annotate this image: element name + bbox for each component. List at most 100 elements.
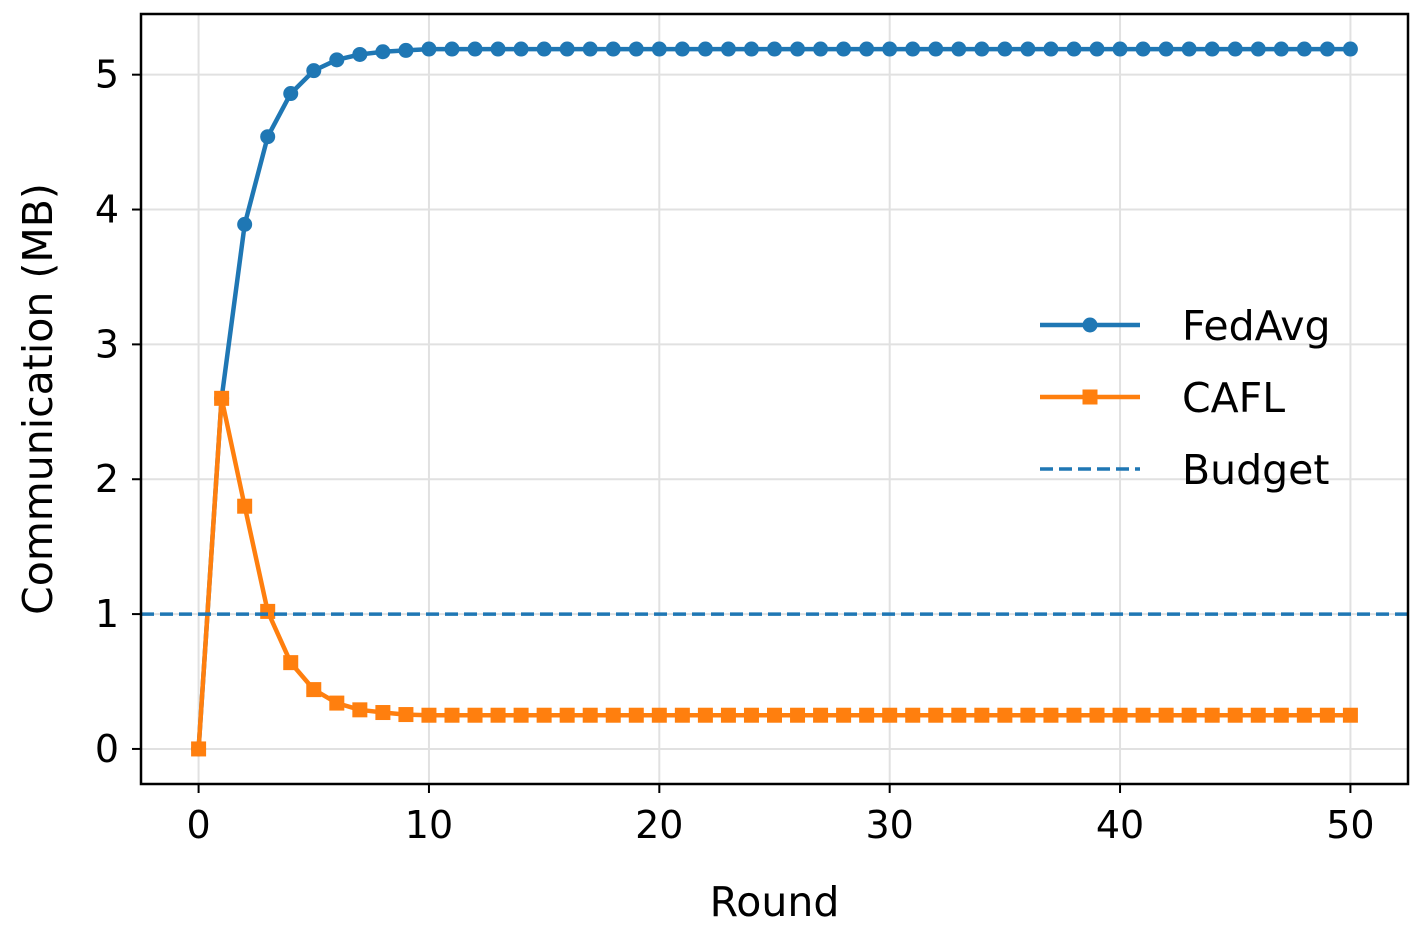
fedavg-point bbox=[790, 41, 806, 57]
cafl-point bbox=[1319, 707, 1335, 723]
fedavg-point bbox=[467, 41, 483, 57]
cafl-point bbox=[1342, 707, 1358, 723]
y-axis-label: Communication (MB) bbox=[14, 183, 62, 615]
fedavg-point bbox=[1135, 41, 1151, 57]
cafl-point bbox=[720, 707, 736, 723]
x-tick-label: 10 bbox=[405, 803, 453, 847]
cafl-point bbox=[1158, 707, 1174, 723]
fedavg-point bbox=[398, 42, 414, 58]
y-tick-label: 3 bbox=[95, 322, 119, 366]
fedavg-point bbox=[1204, 41, 1220, 57]
fedavg-point bbox=[421, 41, 437, 57]
fedavg-point bbox=[237, 216, 253, 232]
legend-label-cafl: CAFL bbox=[1182, 374, 1285, 422]
y-tick-label: 2 bbox=[95, 457, 119, 501]
cafl-point bbox=[605, 707, 621, 723]
fedavg-point bbox=[260, 129, 276, 145]
cafl-point bbox=[421, 707, 437, 723]
legend-label-fedavg: FedAvg bbox=[1182, 302, 1331, 350]
cafl-point bbox=[329, 695, 345, 711]
fedavg-point bbox=[1319, 41, 1335, 57]
axes-frame bbox=[139, 12, 1410, 786]
fedavg-point bbox=[1066, 41, 1082, 57]
fedavg-point bbox=[697, 41, 713, 57]
fedavg-point bbox=[836, 41, 852, 57]
y-tick-label: 1 bbox=[95, 592, 119, 636]
cafl-point bbox=[1135, 707, 1151, 723]
ticks: 0 10 20 30 40 50 0 1 2 3 4 5 bbox=[95, 53, 1375, 847]
fedavg-point bbox=[1158, 41, 1174, 57]
fedavg-point bbox=[628, 41, 644, 57]
fedavg-point bbox=[444, 41, 460, 57]
fedavg-point bbox=[1181, 41, 1197, 57]
fedavg-point bbox=[974, 41, 990, 57]
fedavg-point bbox=[1020, 41, 1036, 57]
fedavg-point bbox=[1273, 41, 1289, 57]
cafl-point bbox=[513, 707, 529, 723]
cafl-point bbox=[352, 702, 368, 718]
fedavg-point bbox=[997, 41, 1013, 57]
fedavg-point bbox=[951, 41, 967, 57]
cafl-point bbox=[1112, 707, 1128, 723]
cafl-point bbox=[559, 707, 575, 723]
cafl-point bbox=[628, 707, 644, 723]
fedavg-point bbox=[1227, 41, 1243, 57]
cafl-point bbox=[813, 707, 829, 723]
fedavg-point bbox=[1089, 41, 1105, 57]
legend-label-budget: Budget bbox=[1182, 446, 1329, 494]
fedavg-point bbox=[559, 41, 575, 57]
cafl-point bbox=[1043, 707, 1059, 723]
fedavg-point bbox=[283, 86, 299, 102]
plot-area bbox=[141, 41, 1408, 757]
fedavg-point bbox=[329, 52, 345, 68]
cafl-point bbox=[582, 707, 598, 723]
fedavg-point bbox=[536, 41, 552, 57]
legend-marker-cafl bbox=[1082, 389, 1098, 405]
cafl-point bbox=[1273, 707, 1289, 723]
cafl-point bbox=[1227, 707, 1243, 723]
x-tick-label: 30 bbox=[866, 803, 914, 847]
cafl-point bbox=[283, 655, 299, 671]
fedavg-point bbox=[882, 41, 898, 57]
fedavg-point bbox=[1043, 41, 1059, 57]
cafl-point bbox=[674, 707, 690, 723]
cafl-point bbox=[444, 707, 460, 723]
cafl-point bbox=[191, 741, 207, 757]
cafl-point bbox=[790, 707, 806, 723]
cafl-point bbox=[836, 707, 852, 723]
fedavg-point bbox=[813, 41, 829, 57]
cafl-point bbox=[1066, 707, 1082, 723]
y-tick-label: 4 bbox=[95, 188, 119, 232]
legend-marker-fedavg bbox=[1082, 317, 1098, 333]
fedavg-point bbox=[1296, 41, 1312, 57]
cafl-point bbox=[697, 707, 713, 723]
x-tick-label: 50 bbox=[1326, 803, 1374, 847]
y-tick-label: 0 bbox=[95, 727, 119, 771]
cafl-point bbox=[882, 707, 898, 723]
y-tick-label: 5 bbox=[95, 53, 119, 97]
fedavg-point bbox=[928, 41, 944, 57]
fedavg-point bbox=[490, 41, 506, 57]
cafl-point bbox=[951, 707, 967, 723]
fedavg-point bbox=[605, 41, 621, 57]
cafl-point bbox=[743, 707, 759, 723]
fedavg-point bbox=[767, 41, 782, 57]
cafl-point bbox=[997, 707, 1013, 723]
legend: FedAvg CAFL Budget bbox=[1040, 302, 1331, 494]
cafl-point bbox=[260, 603, 276, 619]
fedavg-point bbox=[375, 44, 391, 60]
cafl-point bbox=[1250, 707, 1266, 723]
fedavg-point bbox=[1112, 41, 1128, 57]
fedavg-point bbox=[1342, 41, 1358, 57]
fedavg-point bbox=[859, 41, 875, 57]
cafl-point bbox=[1204, 707, 1220, 723]
cafl-point bbox=[1020, 707, 1036, 723]
x-tick-label: 20 bbox=[635, 803, 683, 847]
cafl-point bbox=[1296, 707, 1312, 723]
fedavg-point bbox=[306, 63, 322, 79]
cafl-point bbox=[536, 707, 552, 723]
cafl-point bbox=[467, 707, 483, 723]
cafl-point bbox=[928, 707, 944, 723]
fedavg-point bbox=[651, 41, 667, 57]
fedavg-point bbox=[513, 41, 529, 57]
